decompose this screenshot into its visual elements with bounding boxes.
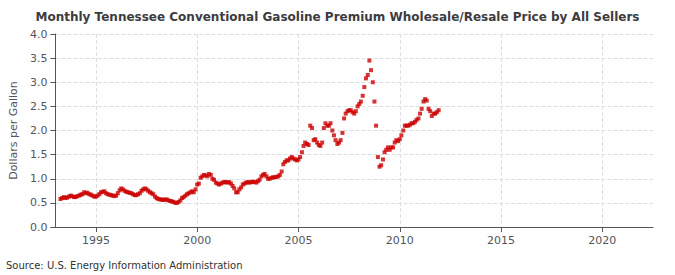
svg-text:2020: 2020 <box>588 234 616 247</box>
svg-text:2010: 2010 <box>386 234 414 247</box>
svg-text:1.5: 1.5 <box>30 148 48 161</box>
svg-text:Source: U.S. Energy Informatio: Source: U.S. Energy Information Administ… <box>6 260 243 271</box>
svg-text:1995: 1995 <box>82 234 110 247</box>
svg-text:3.0: 3.0 <box>30 76 48 89</box>
svg-text:2.5: 2.5 <box>30 100 48 113</box>
svg-text:4.0: 4.0 <box>30 28 48 41</box>
svg-text:2.0: 2.0 <box>30 124 48 137</box>
svg-text:2015: 2015 <box>487 234 515 247</box>
svg-text:0.5: 0.5 <box>30 196 48 209</box>
svg-text:Dollars per Gallon: Dollars per Gallon <box>7 81 20 180</box>
svg-text:2000: 2000 <box>183 234 211 247</box>
svg-text:0.0: 0.0 <box>30 221 48 234</box>
svg-text:Monthly Tennessee Conventional: Monthly Tennessee Conventional Gasoline … <box>36 10 640 24</box>
svg-text:2005: 2005 <box>284 234 312 247</box>
svg-text:1.0: 1.0 <box>30 172 48 185</box>
svg-text:3.5: 3.5 <box>30 52 48 65</box>
